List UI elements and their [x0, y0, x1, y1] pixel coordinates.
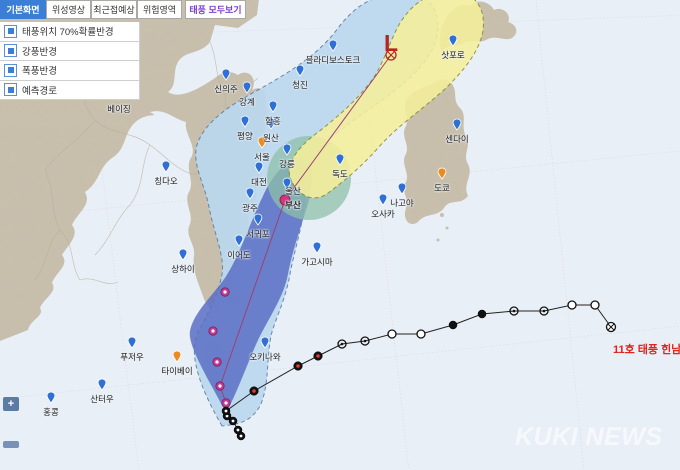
svg-text:L: L: [384, 30, 398, 56]
